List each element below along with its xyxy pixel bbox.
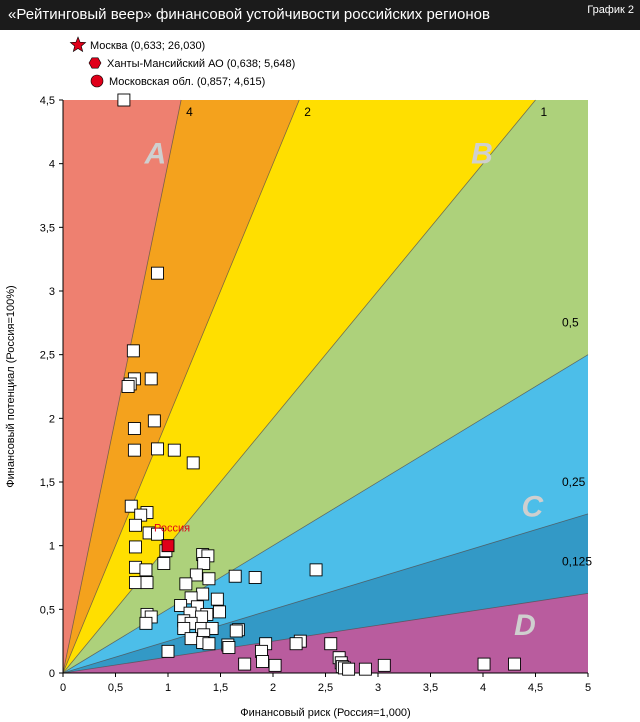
zone-label-c: C bbox=[522, 490, 545, 523]
y-tick-label: 2 bbox=[49, 413, 55, 425]
x-tick-label: 2,5 bbox=[318, 682, 333, 694]
region-point bbox=[358, 662, 372, 676]
chart-number: График 2 bbox=[587, 4, 634, 16]
y-tick-label: 0,5 bbox=[40, 604, 55, 616]
chart-header: «Рейтинговый веер» финансовой устойчивос… bbox=[0, 0, 640, 30]
x-axis-label: Финансовый риск (Россия=1,000) bbox=[240, 707, 410, 719]
region-point bbox=[229, 624, 243, 638]
region-point bbox=[508, 657, 521, 671]
region-point bbox=[144, 372, 158, 386]
region-point bbox=[161, 644, 175, 658]
region-point bbox=[151, 266, 164, 280]
legend-item-label: Московская обл. (0,857; 4,615) bbox=[109, 76, 265, 88]
region-point bbox=[202, 637, 216, 651]
region-point bbox=[128, 576, 142, 590]
russia-label: Россия bbox=[154, 523, 190, 535]
y-tick-label: 4,5 bbox=[40, 95, 55, 107]
legend-item-label: Москва (0,633; 26,030) bbox=[90, 40, 205, 52]
region-point bbox=[151, 527, 164, 541]
fan-zone-3 bbox=[63, 100, 588, 673]
legend-circle-icon bbox=[90, 74, 104, 88]
zone-label-d: D bbox=[514, 609, 536, 642]
fan-line-label: 2 bbox=[304, 105, 311, 119]
region-point bbox=[184, 632, 198, 646]
region-point bbox=[147, 414, 161, 428]
region-point bbox=[196, 587, 210, 601]
region-point bbox=[377, 658, 391, 672]
legend-item-label: Ханты-Мансийский АО (0,638; 5,648) bbox=[107, 58, 295, 70]
region-point bbox=[309, 563, 323, 577]
region-point bbox=[222, 641, 236, 654]
x-tick-label: 5 bbox=[585, 682, 591, 694]
zone-label-b: B bbox=[471, 138, 493, 171]
y-tick-label: 3,5 bbox=[40, 222, 55, 234]
fan-line-label: 0,125 bbox=[562, 554, 592, 568]
x-tick-label: 2 bbox=[270, 682, 276, 694]
zone-label-a: A bbox=[144, 138, 167, 171]
region-point bbox=[139, 563, 153, 577]
region-point bbox=[212, 605, 226, 619]
fan-line-label: 4 bbox=[186, 105, 193, 119]
y-tick-label: 1,5 bbox=[40, 477, 55, 489]
region-point bbox=[179, 577, 193, 591]
region-point bbox=[127, 443, 141, 457]
x-tick-label: 1 bbox=[165, 682, 171, 694]
region-point bbox=[210, 592, 224, 606]
region-point bbox=[202, 572, 216, 586]
fan-line-label: 0,5 bbox=[562, 316, 579, 330]
region-point bbox=[140, 576, 154, 590]
region-point bbox=[157, 557, 171, 570]
region-point bbox=[151, 442, 164, 456]
x-tick-label: 4,5 bbox=[528, 682, 543, 694]
region-point bbox=[117, 93, 131, 107]
region-point bbox=[189, 568, 203, 582]
region-point bbox=[248, 571, 262, 584]
y-tick-label: 0 bbox=[49, 668, 55, 680]
region-point bbox=[121, 380, 135, 393]
region-point bbox=[324, 637, 338, 651]
x-tick-label: 0,5 bbox=[108, 682, 123, 694]
fan-line-0,25 bbox=[62, 513, 589, 674]
legend-star-icon bbox=[69, 36, 87, 53]
y-tick-label: 1 bbox=[49, 541, 55, 553]
region-point bbox=[186, 456, 200, 470]
region-point bbox=[128, 540, 142, 554]
region-point bbox=[128, 518, 142, 532]
x-tick-label: 4 bbox=[480, 682, 486, 694]
region-point bbox=[126, 344, 140, 358]
fan-line-0,125 bbox=[62, 593, 589, 674]
region-point bbox=[477, 657, 491, 671]
fan-line-label: 0,25 bbox=[562, 475, 586, 489]
fan-line-2 bbox=[62, 99, 300, 674]
region-point bbox=[289, 637, 303, 651]
region-point bbox=[139, 616, 153, 630]
region-point bbox=[228, 569, 242, 583]
y-tick-label: 3 bbox=[49, 286, 55, 298]
region-point bbox=[177, 621, 191, 635]
x-tick-label: 3,5 bbox=[423, 682, 438, 694]
chart-title: «Рейтинговый веер» финансовой устойчивос… bbox=[8, 6, 490, 23]
region-point bbox=[342, 662, 356, 676]
region-point bbox=[127, 422, 141, 435]
region-point bbox=[268, 658, 282, 672]
x-tick-label: 1,5 bbox=[213, 682, 228, 694]
y-axis-label: Финансовый потенциал (Россия=100%) bbox=[5, 285, 17, 487]
region-point bbox=[197, 557, 211, 570]
region-point bbox=[256, 655, 269, 668]
region-point bbox=[167, 443, 181, 457]
y-tick-label: 4 bbox=[49, 159, 55, 171]
fan-line-label: 1 bbox=[541, 105, 548, 119]
region-point bbox=[238, 657, 252, 671]
y-tick-label: 2,5 bbox=[40, 350, 55, 362]
x-tick-label: 0 bbox=[60, 682, 66, 694]
legend-hexagon-icon bbox=[88, 57, 102, 69]
x-tick-label: 3 bbox=[375, 682, 381, 694]
russia-point bbox=[161, 539, 175, 553]
